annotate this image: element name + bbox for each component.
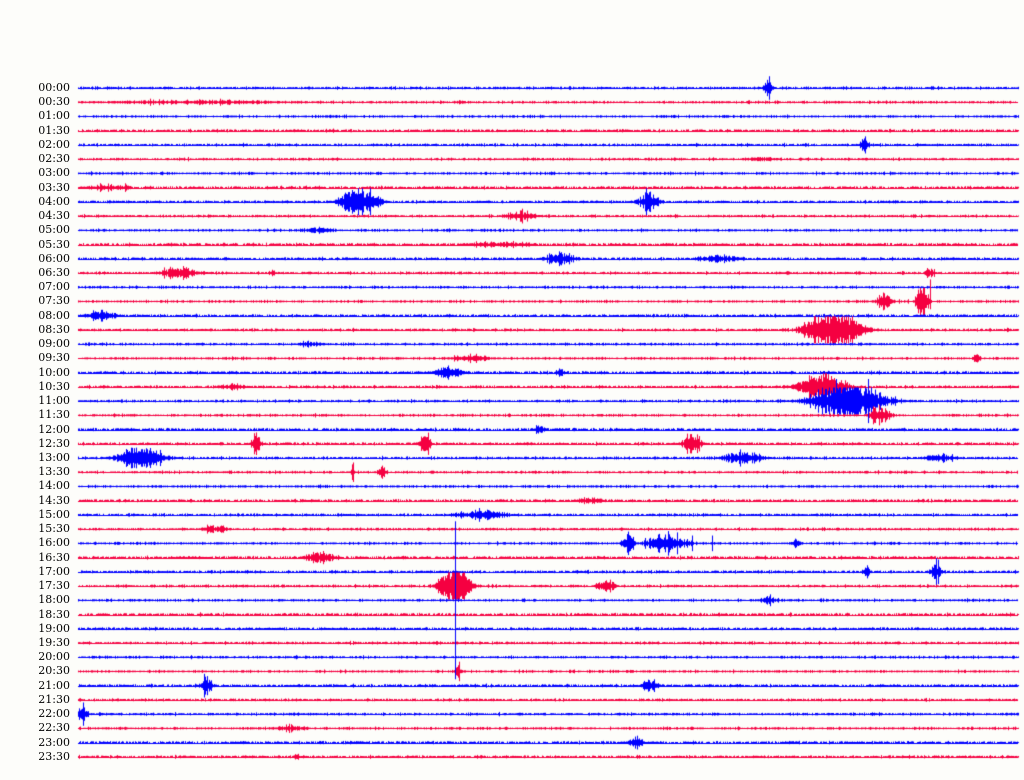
time-label: 06:00 bbox=[38, 251, 70, 265]
time-label: 23:30 bbox=[38, 749, 70, 763]
time-label: 00:00 bbox=[38, 81, 70, 94]
time-label: 13:00 bbox=[38, 450, 70, 464]
time-label: 20:00 bbox=[38, 650, 70, 664]
time-label: 22:30 bbox=[38, 721, 70, 735]
time-label: 09:00 bbox=[38, 337, 70, 351]
time-label: 07:30 bbox=[38, 294, 70, 308]
time-label: 07:00 bbox=[38, 280, 70, 294]
time-label: 15:30 bbox=[38, 522, 70, 536]
time-label: 18:30 bbox=[38, 607, 70, 621]
time-label: 13:30 bbox=[38, 465, 70, 479]
time-label: 22:00 bbox=[38, 707, 70, 721]
time-label: 10:00 bbox=[38, 365, 70, 379]
time-label: 11:00 bbox=[38, 394, 70, 408]
time-label: 10:30 bbox=[38, 379, 70, 393]
time-label: 18:00 bbox=[38, 593, 70, 607]
time-label: 23:00 bbox=[38, 735, 70, 749]
time-label: 12:30 bbox=[38, 436, 70, 450]
time-label: 14:00 bbox=[38, 479, 70, 493]
time-label: 11:30 bbox=[38, 408, 70, 422]
time-axis-labels: 00:00 00:30 01:00 01:30 02:00 02:30 03:00 03:30… bbox=[0, 0, 74, 780]
time-label: 03:00 bbox=[38, 166, 70, 180]
time-label: 00:30 bbox=[38, 95, 70, 109]
time-label: 17:30 bbox=[38, 579, 70, 593]
time-label: 19:30 bbox=[38, 635, 70, 649]
time-label: 16:00 bbox=[38, 536, 70, 550]
time-label: 21:00 bbox=[38, 678, 70, 692]
time-label: 06:30 bbox=[38, 265, 70, 279]
time-label: 09:30 bbox=[38, 351, 70, 365]
time-label: 08:30 bbox=[38, 322, 70, 336]
time-label: 01:30 bbox=[38, 123, 70, 137]
time-label: 02:00 bbox=[38, 137, 70, 151]
time-label: 05:30 bbox=[38, 237, 70, 251]
time-label: 12:00 bbox=[38, 422, 70, 436]
time-label: 15:00 bbox=[38, 507, 70, 521]
time-label: 05:00 bbox=[38, 223, 70, 237]
time-label: 20:30 bbox=[38, 664, 70, 678]
time-label: 17:00 bbox=[38, 564, 70, 578]
time-label: 14:30 bbox=[38, 493, 70, 507]
time-label: 04:30 bbox=[38, 209, 70, 223]
time-label: 04:00 bbox=[38, 194, 70, 208]
time-label: 08:00 bbox=[38, 308, 70, 322]
time-label: 01:00 bbox=[38, 109, 70, 123]
time-label: 03:30 bbox=[38, 180, 70, 194]
time-label: 19:00 bbox=[38, 621, 70, 635]
time-label: 02:30 bbox=[38, 152, 70, 166]
time-label: 16:30 bbox=[38, 550, 70, 564]
time-label: 21:30 bbox=[38, 692, 70, 706]
